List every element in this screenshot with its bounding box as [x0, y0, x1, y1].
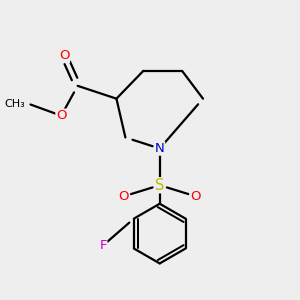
Text: F: F	[99, 239, 107, 252]
Text: S: S	[155, 178, 164, 193]
Text: O: O	[190, 190, 201, 203]
Text: CH₃: CH₃	[4, 99, 26, 109]
Text: O: O	[59, 50, 70, 62]
Text: O: O	[56, 109, 67, 122]
Text: N: N	[155, 142, 165, 155]
Text: O: O	[118, 190, 129, 203]
